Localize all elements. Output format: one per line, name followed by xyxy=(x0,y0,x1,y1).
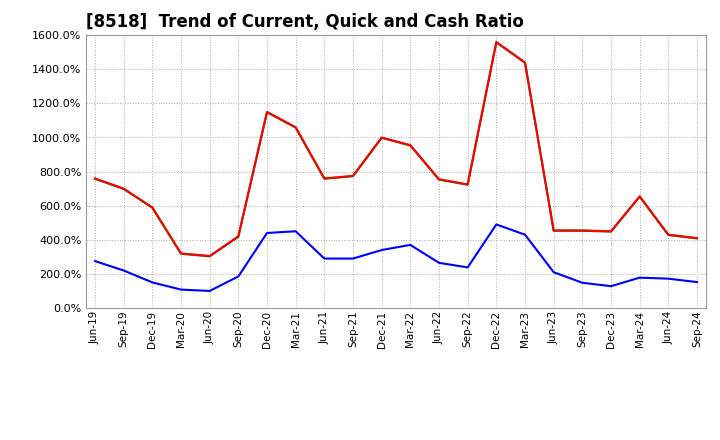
Current Ratio xyxy=(607,229,616,234)
Current Ratio xyxy=(320,176,328,181)
Line: Cash Ratio: Cash Ratio xyxy=(95,224,697,291)
Current Ratio xyxy=(205,253,214,259)
Cash Ratio xyxy=(348,256,357,261)
Cash Ratio xyxy=(234,274,243,279)
Cash Ratio xyxy=(693,279,701,285)
Line: Quick Ratio: Quick Ratio xyxy=(95,42,697,257)
Quick Ratio xyxy=(635,194,644,199)
Quick Ratio xyxy=(176,251,185,257)
Current Ratio xyxy=(464,182,472,187)
Current Ratio xyxy=(263,109,271,114)
Current Ratio xyxy=(176,251,185,256)
Quick Ratio xyxy=(292,125,300,130)
Current Ratio xyxy=(664,232,672,237)
Cash Ratio xyxy=(521,232,529,237)
Cash Ratio xyxy=(120,268,128,273)
Quick Ratio xyxy=(263,110,271,115)
Quick Ratio xyxy=(377,135,386,140)
Text: [8518]  Trend of Current, Quick and Cash Ratio: [8518] Trend of Current, Quick and Cash … xyxy=(86,13,524,31)
Cash Ratio xyxy=(377,247,386,253)
Cash Ratio xyxy=(492,222,500,227)
Current Ratio xyxy=(234,234,243,239)
Current Ratio xyxy=(292,125,300,130)
Cash Ratio xyxy=(464,265,472,270)
Quick Ratio xyxy=(348,173,357,179)
Cash Ratio xyxy=(91,258,99,264)
Cash Ratio xyxy=(263,230,271,235)
Current Ratio xyxy=(435,176,444,182)
Current Ratio xyxy=(148,205,157,210)
Current Ratio xyxy=(91,176,99,181)
Cash Ratio xyxy=(549,270,558,275)
Cash Ratio xyxy=(635,275,644,280)
Quick Ratio xyxy=(464,182,472,187)
Current Ratio xyxy=(521,60,529,65)
Cash Ratio xyxy=(578,280,587,286)
Cash Ratio xyxy=(148,280,157,285)
Quick Ratio xyxy=(521,60,529,66)
Line: Current Ratio: Current Ratio xyxy=(95,42,697,256)
Cash Ratio xyxy=(320,256,328,261)
Quick Ratio xyxy=(435,177,444,182)
Quick Ratio xyxy=(492,40,500,45)
Quick Ratio xyxy=(578,228,587,233)
Current Ratio xyxy=(549,228,558,233)
Current Ratio xyxy=(492,39,500,44)
Quick Ratio xyxy=(320,176,328,181)
Cash Ratio xyxy=(176,287,185,292)
Quick Ratio xyxy=(607,229,616,234)
Quick Ratio xyxy=(693,236,701,241)
Current Ratio xyxy=(406,143,415,148)
Current Ratio xyxy=(348,173,357,179)
Cash Ratio xyxy=(607,283,616,289)
Current Ratio xyxy=(578,228,587,233)
Quick Ratio xyxy=(664,232,672,238)
Quick Ratio xyxy=(406,143,415,148)
Current Ratio xyxy=(377,135,386,140)
Quick Ratio xyxy=(148,205,157,210)
Cash Ratio xyxy=(292,229,300,234)
Quick Ratio xyxy=(120,187,128,192)
Quick Ratio xyxy=(549,228,558,233)
Current Ratio xyxy=(635,194,644,199)
Current Ratio xyxy=(693,235,701,241)
Quick Ratio xyxy=(205,254,214,259)
Quick Ratio xyxy=(91,176,99,181)
Cash Ratio xyxy=(406,242,415,248)
Quick Ratio xyxy=(234,234,243,239)
Cash Ratio xyxy=(205,288,214,293)
Current Ratio xyxy=(120,186,128,191)
Cash Ratio xyxy=(664,276,672,281)
Cash Ratio xyxy=(435,260,444,265)
